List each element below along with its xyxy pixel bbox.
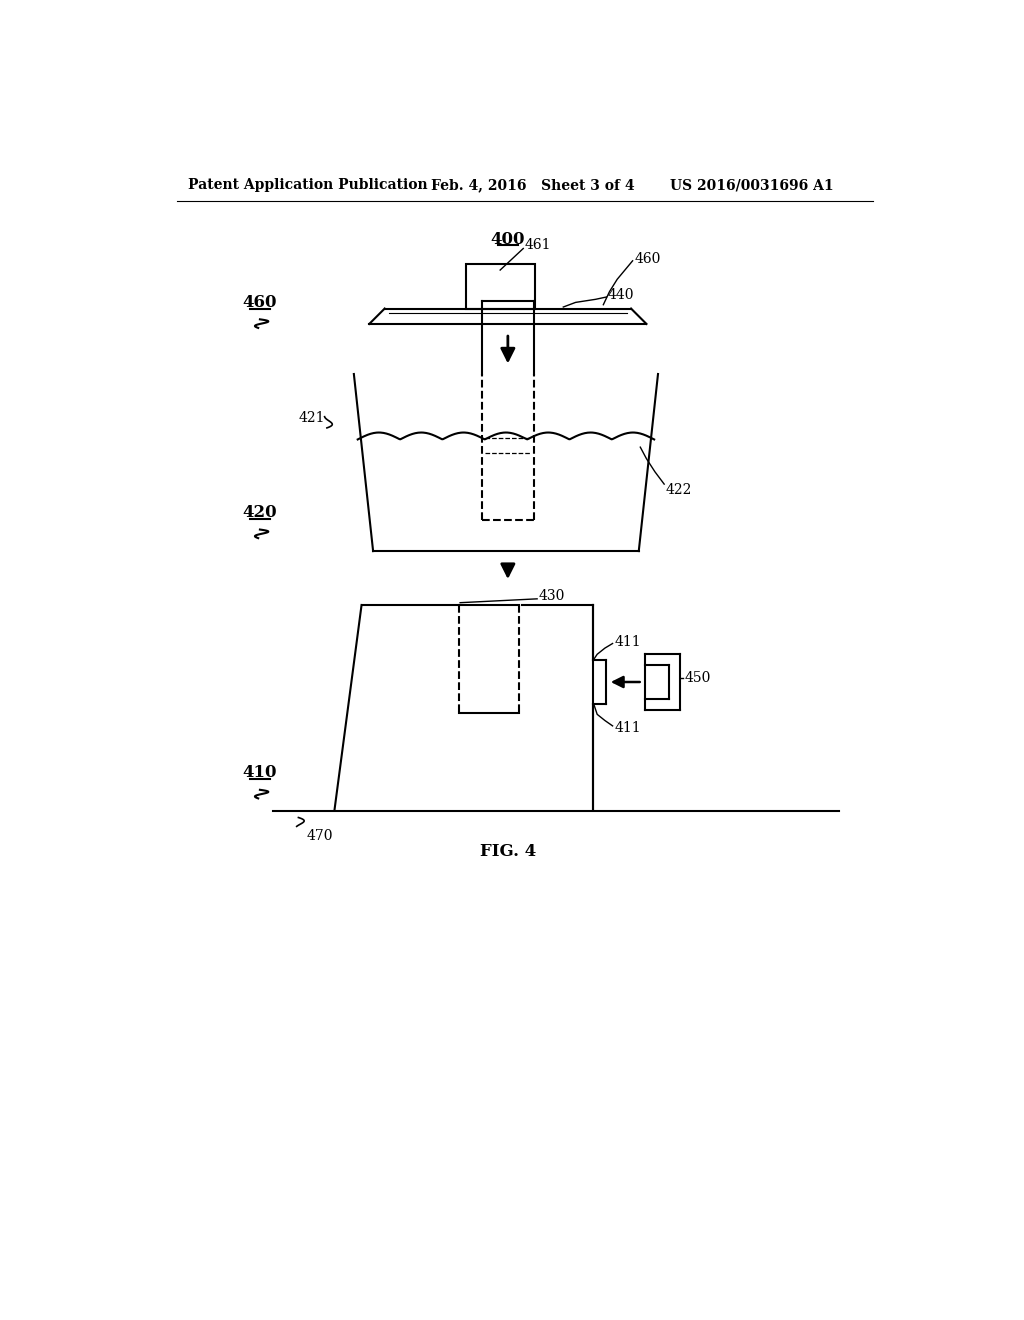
Text: 470: 470 — [306, 829, 333, 843]
Text: 410: 410 — [243, 764, 278, 781]
Text: US 2016/0031696 A1: US 2016/0031696 A1 — [670, 178, 834, 193]
Text: 461: 461 — [524, 239, 551, 252]
Text: 400: 400 — [490, 231, 525, 248]
Text: 440: 440 — [608, 288, 635, 302]
Text: Patent Application Publication: Patent Application Publication — [188, 178, 428, 193]
Bar — [466, 264, 535, 309]
Text: 450: 450 — [685, 671, 712, 685]
Text: 421: 421 — [298, 411, 325, 425]
Text: 460: 460 — [635, 252, 662, 265]
Text: 460: 460 — [243, 294, 278, 312]
Text: 411: 411 — [614, 635, 641, 649]
Text: 411: 411 — [614, 721, 641, 735]
Text: 422: 422 — [666, 483, 692, 496]
Text: FIG. 4: FIG. 4 — [479, 843, 536, 859]
Text: 420: 420 — [243, 504, 278, 521]
Text: Feb. 4, 2016   Sheet 3 of 4: Feb. 4, 2016 Sheet 3 of 4 — [431, 178, 635, 193]
Text: 430: 430 — [539, 589, 565, 603]
